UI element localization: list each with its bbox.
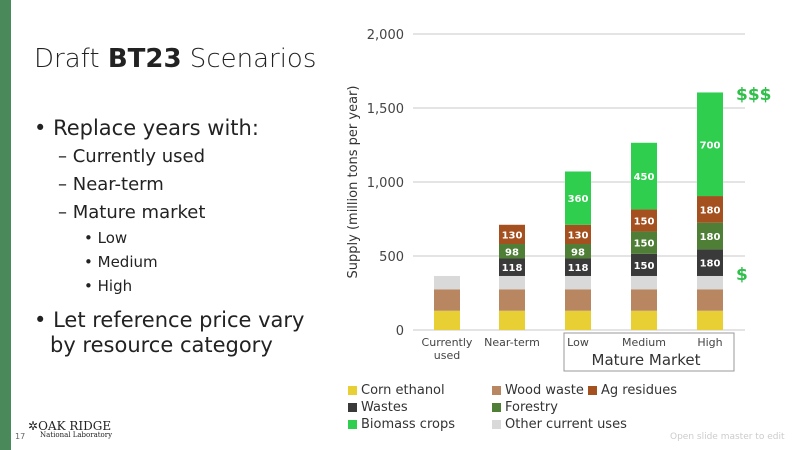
bullet: • Replace years with: (34, 116, 259, 140)
legend-item: Ag residues (588, 383, 677, 398)
x-tick-label: Low (567, 336, 589, 349)
high-price-annotation: $$$ (736, 85, 772, 105)
legend-label: Biomass crops (361, 417, 455, 432)
legend-item: Wastes (348, 400, 408, 415)
legend-swatch (588, 386, 597, 395)
x-tick-label: Medium (622, 336, 666, 349)
data-label: 130 (502, 230, 523, 241)
bar-segment-wood-waste (697, 289, 723, 311)
legend-swatch (492, 403, 501, 412)
legend-swatch (348, 420, 357, 429)
data-label: 98 (505, 247, 519, 258)
bar-segment-biomass-crops (565, 171, 591, 225)
data-label: 118 (502, 263, 523, 274)
x-tick-label: Near-term (484, 336, 540, 349)
bar-segment-wastes (697, 249, 723, 276)
data-label: 150 (634, 261, 655, 272)
ornl-logo: ✲OAK RIDGE National Laboratory (28, 419, 113, 439)
footer-placeholder: Open slide master to edit (670, 432, 785, 442)
bullet: • Low (84, 229, 128, 247)
legend-swatch (492, 386, 501, 395)
bar-segment-wastes (631, 253, 657, 276)
bar-segment-other-current-uses (697, 275, 723, 290)
legend-swatch (348, 386, 357, 395)
data-label: 150 (634, 216, 655, 227)
bar-segment-wood-waste (434, 289, 460, 311)
bar-segment-other-current-uses (499, 275, 525, 290)
bullet: – Near-term (58, 174, 164, 195)
bar-segment-forestry (499, 244, 525, 259)
data-label: 360 (568, 194, 589, 205)
legend-item: Biomass crops (348, 417, 455, 432)
y-tick-label: 500 (379, 250, 404, 265)
x-tick-label: used (434, 349, 460, 362)
legend-item: Corn ethanol (348, 383, 445, 398)
bar-segment-other-current-uses (565, 275, 591, 290)
bar-segment-forestry (631, 231, 657, 254)
bullet: – Currently used (58, 146, 206, 167)
legend-label: Corn ethanol (361, 383, 445, 398)
bar-segment-other-current-uses (631, 275, 657, 290)
bar-segment-wastes (499, 258, 525, 276)
bar-segment-biomass-crops (697, 92, 723, 197)
bar-segment-forestry (565, 244, 591, 259)
bullet-continuation: by resource category (50, 333, 273, 357)
bar-segment-corn-ethanol (434, 310, 460, 330)
bullet: • High (84, 277, 133, 295)
bullet: • Medium (84, 253, 158, 271)
y-tick-label: 0 (396, 324, 404, 339)
data-label: 130 (568, 230, 589, 241)
bar-segment-corn-ethanol (631, 310, 657, 330)
bar-segment-ag-residues (697, 196, 723, 223)
group-label: Mature Market (592, 351, 701, 369)
data-label: 98 (571, 247, 585, 258)
data-label: 180 (700, 205, 721, 216)
y-tick-label: 1,000 (367, 176, 404, 191)
bar-segment-ag-residues (565, 224, 591, 245)
bar-segment-wood-waste (565, 289, 591, 311)
x-tick-label: High (697, 336, 722, 349)
legend-label: Wastes (361, 400, 408, 415)
page-number: 17 (15, 432, 26, 441)
bar-segment-corn-ethanol (565, 310, 591, 330)
x-tick-label: Currently (422, 336, 473, 349)
bar-segment-corn-ethanol (499, 310, 525, 330)
legend-item: Other current uses (492, 417, 627, 432)
legend-label: Wood waste (505, 383, 584, 398)
bar-segment-biomass-crops (631, 142, 657, 210)
legend-label: Forestry (505, 400, 558, 415)
bullet: – Mature market (58, 202, 206, 223)
legend-item: Forestry (492, 400, 558, 415)
bar-segment-ag-residues (499, 224, 525, 245)
low-price-annotation: $ (736, 265, 748, 285)
y-axis-label: Supply (million tons per year) (346, 86, 361, 279)
legend-label: Other current uses (505, 417, 627, 432)
bar-segment-wood-waste (499, 289, 525, 311)
data-label: 180 (700, 232, 721, 243)
data-label: 180 (700, 259, 721, 270)
mature-market-bracket (563, 332, 735, 372)
legend-label: Ag residues (601, 383, 677, 398)
data-label: 700 (700, 140, 721, 151)
legend-item: Wood waste (492, 383, 584, 398)
bar-segment-forestry (697, 222, 723, 250)
bar-segment-corn-ethanol (697, 310, 723, 330)
sidebar-accent (0, 0, 11, 450)
data-label: 450 (634, 172, 655, 183)
y-tick-label: 2,000 (367, 28, 404, 43)
slide-title: Draft BT23 Scenarios (34, 44, 317, 74)
bullet: • Let reference price vary (34, 308, 305, 332)
data-label: 150 (634, 239, 655, 250)
bar-segment-other-current-uses (434, 275, 460, 290)
data-label: 118 (568, 263, 589, 274)
bar-segment-wastes (565, 258, 591, 276)
bar-segment-wood-waste (631, 289, 657, 311)
bar-segment-ag-residues (631, 209, 657, 232)
legend-swatch (492, 420, 501, 429)
legend-swatch (348, 403, 357, 412)
y-tick-label: 1,500 (367, 102, 404, 117)
